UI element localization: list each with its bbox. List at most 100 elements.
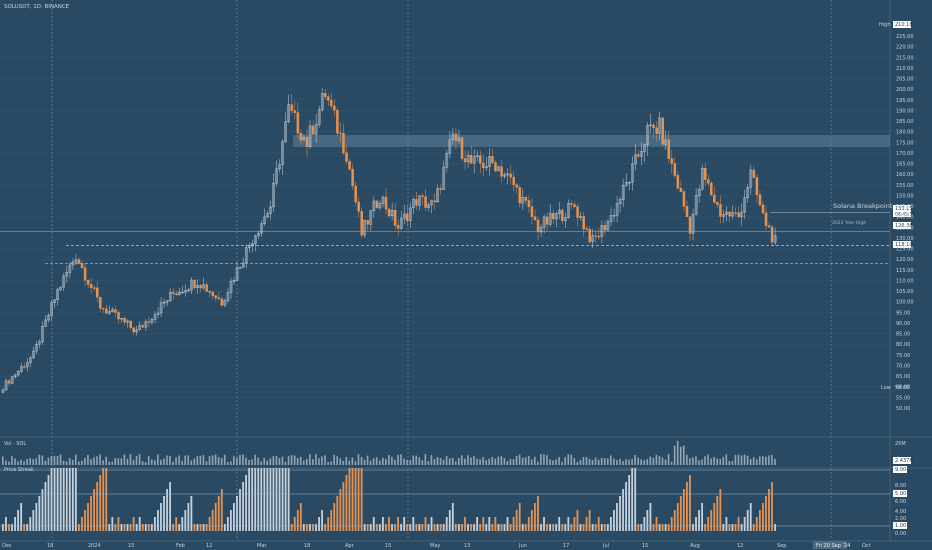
streak-bar bbox=[406, 524, 409, 531]
streak-bar bbox=[445, 517, 448, 531]
streak-bar bbox=[126, 524, 129, 531]
volume-bar bbox=[272, 456, 275, 465]
streak-bar bbox=[679, 496, 682, 531]
candle bbox=[159, 297, 163, 318]
volume-bar bbox=[667, 454, 670, 465]
streak-bar bbox=[476, 517, 479, 531]
volume-bar bbox=[588, 458, 591, 465]
candle bbox=[463, 150, 467, 170]
volume-bar bbox=[154, 460, 156, 465]
candle bbox=[457, 129, 461, 144]
streak-bar bbox=[11, 524, 13, 531]
candle-body bbox=[181, 291, 184, 294]
candle bbox=[497, 165, 500, 172]
volume-bar bbox=[108, 461, 110, 465]
streak-bar bbox=[518, 503, 521, 531]
streak-bar bbox=[527, 517, 530, 531]
volume-bar bbox=[388, 455, 390, 465]
candle-body bbox=[187, 289, 190, 292]
candle bbox=[661, 117, 664, 146]
y-tick-label: 220.00 bbox=[896, 45, 914, 51]
candle bbox=[150, 317, 154, 325]
candle-body bbox=[488, 156, 491, 167]
streak-bar bbox=[667, 524, 670, 531]
candle bbox=[181, 286, 184, 294]
candle-body bbox=[482, 162, 485, 169]
streak-bar bbox=[664, 524, 667, 531]
candle bbox=[275, 160, 278, 187]
streak-level-1-box bbox=[893, 522, 907, 529]
candle bbox=[77, 257, 81, 265]
streak-bar bbox=[655, 517, 658, 531]
candle bbox=[126, 319, 129, 328]
candle bbox=[679, 180, 683, 192]
candle-body bbox=[691, 213, 695, 234]
volume-bar bbox=[357, 454, 360, 465]
candle bbox=[229, 277, 233, 300]
volume-bar bbox=[725, 454, 728, 465]
candle bbox=[220, 296, 224, 307]
streak-bar bbox=[154, 517, 156, 531]
candle-body bbox=[126, 320, 129, 323]
candle-body bbox=[7, 380, 11, 384]
volume-bar bbox=[202, 455, 205, 465]
volume-bar bbox=[135, 455, 138, 465]
streak-bar bbox=[682, 489, 685, 531]
volume-bar bbox=[190, 460, 193, 465]
streak-bar bbox=[658, 524, 661, 531]
streak-bar bbox=[716, 496, 719, 531]
candle-body bbox=[141, 325, 145, 328]
volume-bar bbox=[746, 455, 749, 465]
candle bbox=[479, 150, 482, 173]
volume-bar bbox=[129, 454, 132, 465]
streak-bar bbox=[768, 489, 770, 531]
streak-bar bbox=[363, 524, 366, 531]
candle bbox=[111, 307, 114, 313]
volume-bar bbox=[509, 459, 512, 465]
volume-bar bbox=[223, 454, 226, 465]
candle bbox=[214, 295, 218, 302]
candle bbox=[59, 286, 63, 291]
volume-bar bbox=[652, 457, 655, 465]
candle bbox=[749, 164, 753, 195]
streak-bar bbox=[254, 468, 257, 531]
candle bbox=[153, 311, 157, 323]
y-tick-label: 110.00 bbox=[896, 278, 914, 284]
volume-bar bbox=[643, 460, 646, 465]
candle-body bbox=[530, 206, 534, 217]
volume-bar bbox=[163, 458, 165, 465]
volume-bar bbox=[515, 456, 518, 465]
candle-body bbox=[330, 100, 333, 107]
candle-body bbox=[658, 117, 661, 134]
volume-bar bbox=[692, 457, 694, 465]
candle bbox=[156, 307, 160, 319]
candle-body bbox=[336, 109, 339, 134]
candle-body bbox=[606, 221, 610, 231]
volume-bar bbox=[50, 456, 53, 465]
volume-title: Vol · SOL bbox=[4, 441, 26, 447]
volume-bar bbox=[8, 461, 10, 465]
volume-bar bbox=[625, 459, 627, 465]
streak-bar bbox=[637, 524, 640, 531]
y-tick-label: 70.00 bbox=[896, 363, 910, 369]
y-tick-label: 90.00 bbox=[896, 321, 910, 327]
candle bbox=[618, 196, 622, 213]
streak-bar bbox=[68, 468, 71, 531]
y-tick-label: 60.00 bbox=[896, 385, 910, 391]
candle bbox=[521, 188, 525, 211]
streak-bar bbox=[631, 468, 634, 531]
candle bbox=[469, 145, 473, 165]
candle bbox=[378, 200, 382, 211]
candle-body bbox=[375, 200, 379, 209]
streak-bar bbox=[278, 468, 281, 531]
candle-body bbox=[202, 284, 205, 289]
volume-bar bbox=[619, 458, 621, 465]
candle-body bbox=[241, 262, 245, 268]
candle bbox=[655, 121, 658, 142]
volume-bar bbox=[436, 456, 439, 465]
volume-bar bbox=[549, 459, 551, 465]
candle-body bbox=[551, 213, 555, 220]
candle bbox=[41, 321, 44, 345]
streak-bar bbox=[710, 510, 713, 531]
